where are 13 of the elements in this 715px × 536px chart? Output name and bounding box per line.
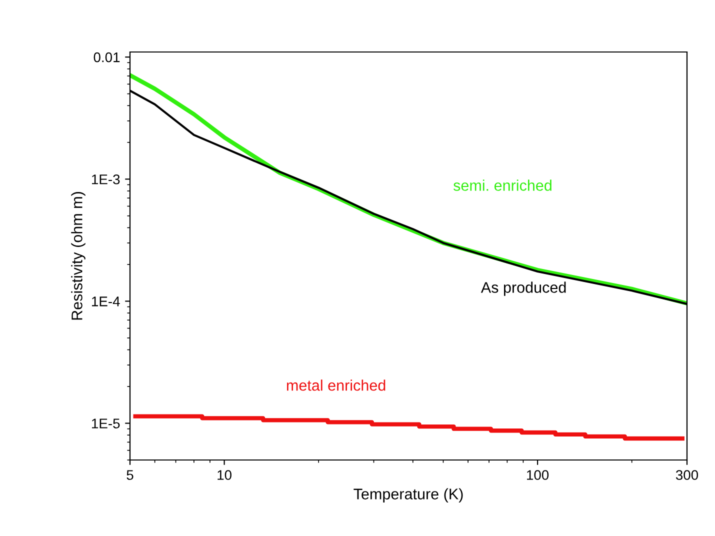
y-tick-label: 1E-5: [92, 418, 120, 428]
y-axis-title: Resistivity (ohm m): [71, 192, 86, 320]
series-label: As produced: [480, 282, 566, 296]
y-tick-label: 1E-4: [92, 296, 120, 306]
y-tick-label: 0.01: [94, 52, 120, 62]
x-tick-label: 5: [126, 470, 134, 480]
x-tick-label: 300: [676, 470, 698, 480]
x-tick-label: 100: [527, 470, 549, 480]
series-label: metal enriched: [286, 380, 386, 391]
y-tick-label: 1E-3: [92, 174, 120, 184]
x-axis-title: Temperature (K): [354, 488, 463, 502]
text: semi. enriched: [453, 180, 552, 191]
x-tick-label: 10: [218, 470, 232, 480]
